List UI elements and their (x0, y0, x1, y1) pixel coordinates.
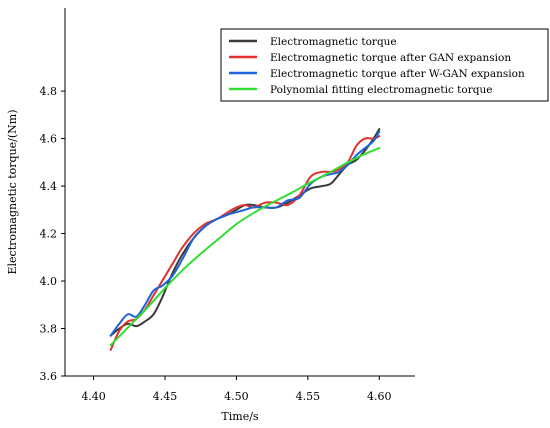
x-tick-label: 4.45 (153, 390, 178, 403)
axes (64, 8, 415, 377)
x-tick-label: 4.55 (296, 390, 321, 403)
y-tick-label: 4.8 (40, 85, 58, 98)
legend-label: Electromagnetic torque (270, 36, 397, 48)
x-axis-title: Time/s (221, 410, 259, 423)
x-tick-label: 4.60 (367, 390, 392, 403)
legend-item-wgan: Electromagnetic torque after W-GAN expan… (229, 68, 525, 80)
series-line-polynomial-fit (109, 147, 381, 347)
legend-items: Electromagnetic torque Electromagnetic to… (229, 36, 525, 96)
legend: Electromagnetic torque Electromagnetic to… (220, 28, 549, 102)
y-tick-label: 3.6 (40, 370, 58, 383)
legend-box (220, 28, 549, 102)
series-line-wgan (109, 130, 381, 337)
series-line-gan (109, 135, 381, 351)
legend-label: Electromagnetic torque after W-GAN expan… (270, 68, 525, 80)
y-tick-label: 4.0 (40, 275, 58, 288)
y-tick-label: 4.4 (40, 180, 58, 193)
x-tick-label: 4.40 (81, 390, 106, 403)
legend-item-electromagnetic-torque: Electromagnetic torque (229, 36, 397, 48)
x-ticks: 4.40 4.45 4.50 4.55 4.60 (81, 376, 392, 403)
y-tick-label: 4.6 (40, 133, 58, 146)
x-tick-label: 4.50 (224, 390, 249, 403)
series-layer (109, 128, 381, 351)
legend-item-polynomial-fit: Polynomial fitting electromagnetic torqu… (229, 84, 492, 96)
legend-label: Electromagnetic torque after GAN expansi… (270, 52, 511, 64)
legend-item-gan: Electromagnetic torque after GAN expansi… (229, 52, 511, 64)
y-tick-label: 4.2 (40, 228, 58, 241)
y-tick-label: 3.8 (40, 323, 58, 336)
y-ticks: 3.6 3.8 4.0 4.2 4.4 4.6 4.8 (40, 85, 65, 383)
y-axis-title: Electromagnetic torque/(Nm) (6, 109, 19, 274)
legend-label: Polynomial fitting electromagnetic torqu… (270, 84, 492, 96)
